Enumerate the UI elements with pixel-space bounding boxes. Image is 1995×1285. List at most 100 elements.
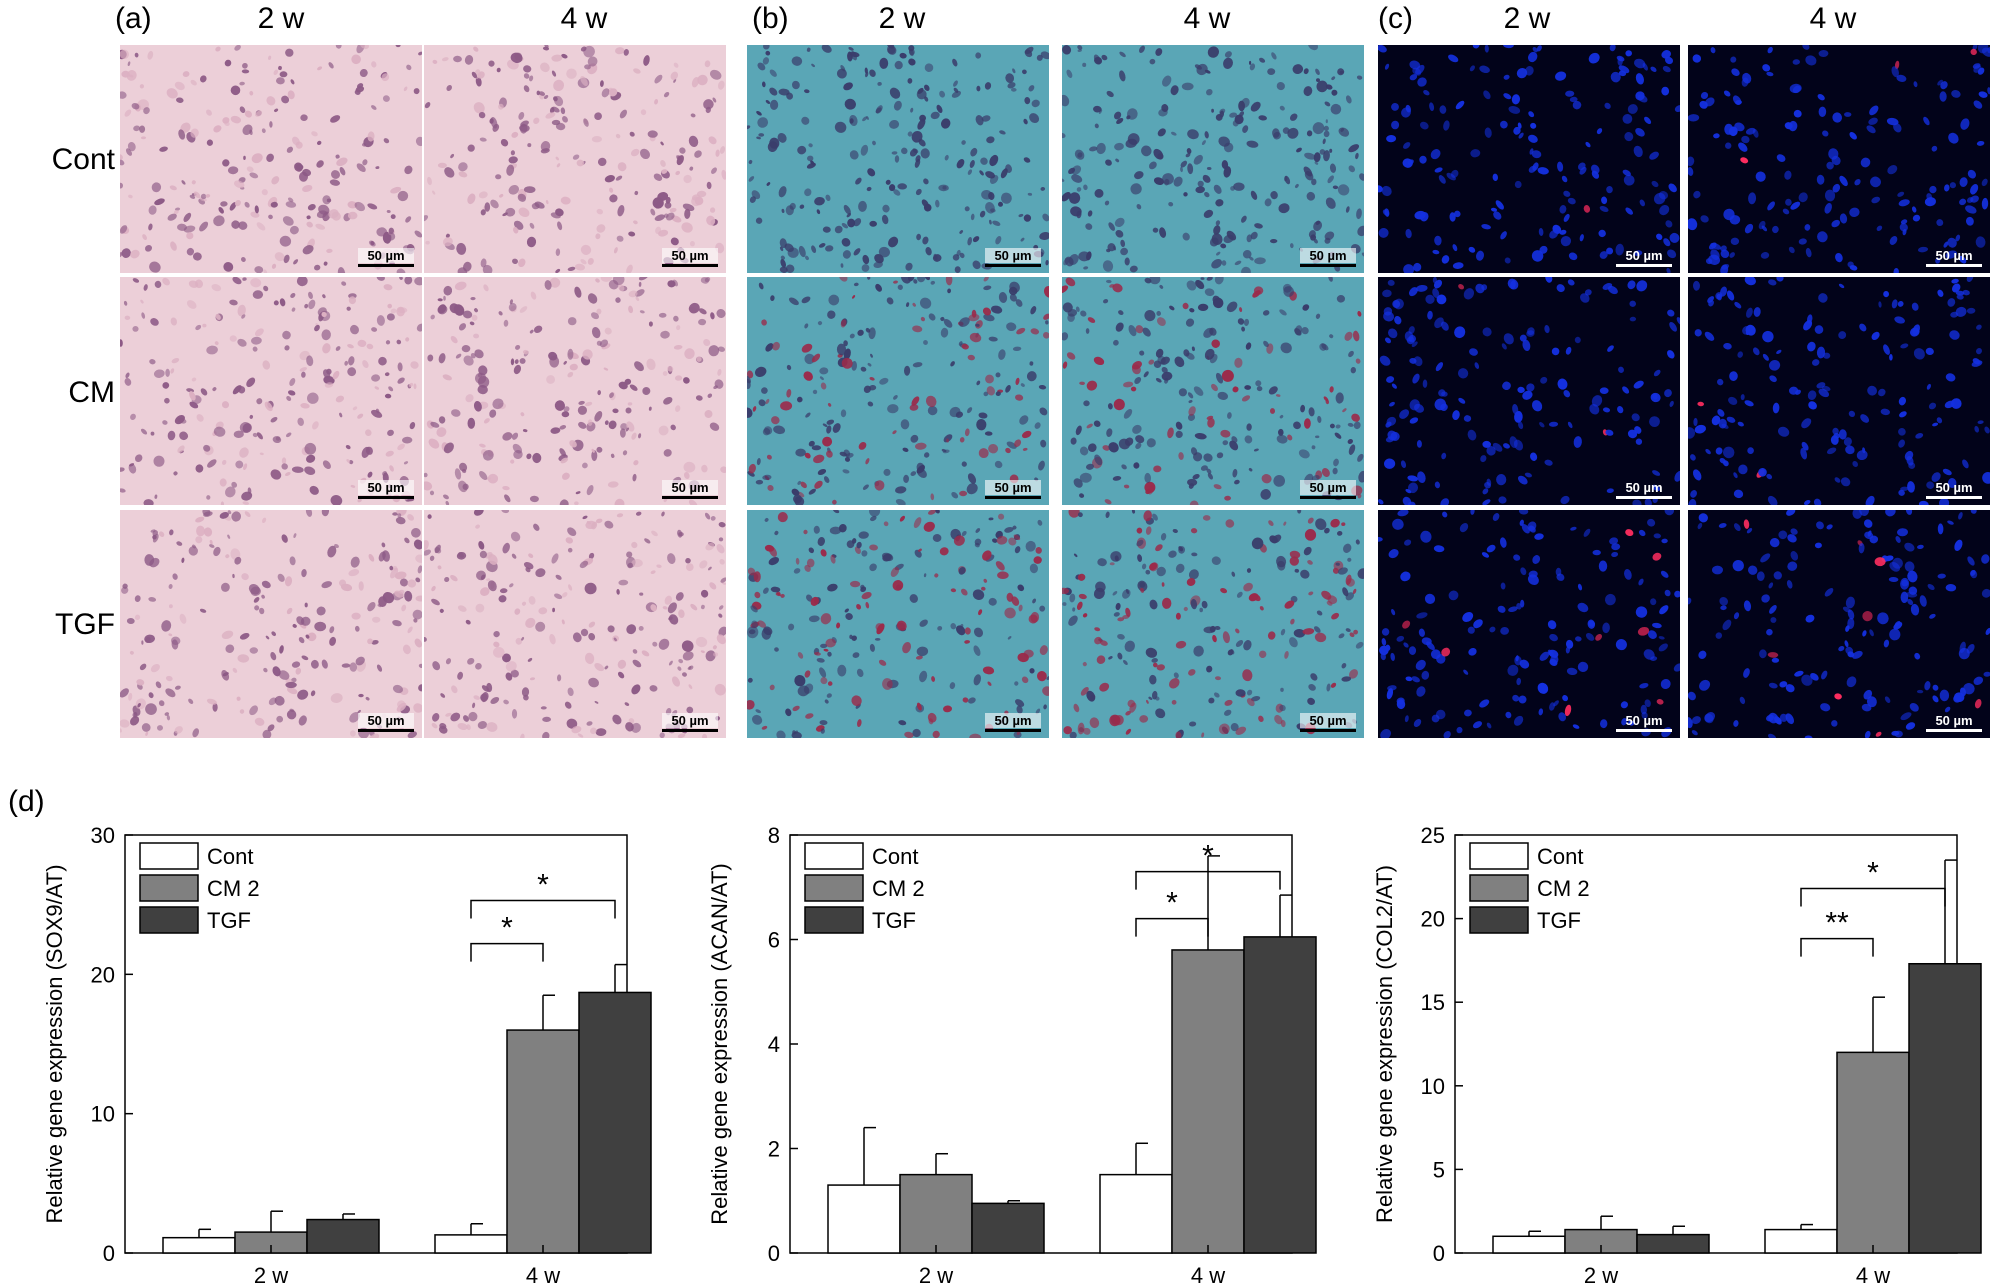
y-tick-label: 15 xyxy=(1421,990,1445,1015)
bar-cont-4w xyxy=(434,1234,508,1254)
scale-bar: 50 µm xyxy=(1616,713,1672,732)
scale-bar: 50 µm xyxy=(358,713,414,732)
legend-swatch xyxy=(1469,874,1529,902)
y-tick-label: 20 xyxy=(1421,907,1445,932)
x-tick-label: 4 w xyxy=(1191,1263,1225,1285)
row-label-cm: CM xyxy=(68,376,115,409)
bar-cont-4w xyxy=(1764,1228,1838,1254)
micrograph-b-tgf-2w: 50 µm xyxy=(747,510,1049,738)
significance-label: * xyxy=(1202,840,1214,873)
legend-swatch xyxy=(139,842,199,870)
row-label-cont: Cont xyxy=(51,143,115,176)
bar-tgf-4w xyxy=(1243,936,1317,1254)
legend-label: Cont xyxy=(207,844,253,869)
bar-cm2-2w xyxy=(899,1173,973,1254)
micrograph-a-tgf-2w: 50 µm xyxy=(120,510,422,738)
sox9-bar-chart: 0 10 20 30 Relative gene expression (SOX9/AT… xyxy=(42,823,652,1285)
legend-label: CM 2 xyxy=(872,876,925,901)
scale-bar-label: 50 µm xyxy=(985,248,1041,263)
scale-bar-label: 50 µm xyxy=(1625,480,1663,495)
bar-tgf-2w xyxy=(1636,1233,1710,1254)
scale-bar: 50 µm xyxy=(985,480,1041,499)
bar-tgf-2w xyxy=(306,1218,380,1254)
y-tick-label: 0 xyxy=(1433,1241,1445,1266)
scale-bar-label: 50 µm xyxy=(1935,248,1973,263)
scale-bar-label: 50 µm xyxy=(1300,480,1356,495)
micrograph-c-cm-4w: 50 µm xyxy=(1688,277,1990,505)
panel-label-b: (b) xyxy=(752,2,789,35)
bar-tgf-4w xyxy=(578,991,652,1254)
micrograph-c-tgf-4w: 50 µm xyxy=(1688,510,1990,738)
scale-bar-label: 50 µm xyxy=(662,480,718,495)
significance-bracket xyxy=(1135,917,1209,937)
scale-bar-label: 50 µm xyxy=(985,713,1041,728)
micrograph-b-cm-2w: 50 µm xyxy=(747,277,1049,505)
bar-cont-2w xyxy=(1492,1235,1566,1254)
scale-bar-label: 50 µm xyxy=(358,480,414,495)
scale-bar-label: 50 µm xyxy=(1935,480,1973,495)
micrograph-b-cont-4w: 50 µm xyxy=(1062,45,1364,273)
y-tick-label: 0 xyxy=(768,1241,780,1266)
scale-bar-label: 50 µm xyxy=(985,480,1041,495)
legend-label: TGF xyxy=(1537,908,1581,933)
y-tick-label: 30 xyxy=(91,823,115,848)
scale-bar: 50 µm xyxy=(1300,248,1356,267)
scale-bar: 50 µm xyxy=(1926,248,1982,267)
legend-label: CM 2 xyxy=(207,876,260,901)
scale-bar-label: 50 µm xyxy=(662,713,718,728)
y-tick-label: 10 xyxy=(91,1102,115,1127)
scale-bar-label: 50 µm xyxy=(1300,713,1356,728)
x-tick-label: 2 w xyxy=(919,1263,953,1285)
x-tick-label: 2 w xyxy=(1584,1263,1618,1285)
panel-label-a: (a) xyxy=(115,2,152,35)
y-tick-label: 4 xyxy=(768,1032,780,1057)
significance-label: * xyxy=(1166,887,1178,920)
significance-label: * xyxy=(1867,857,1879,890)
y-axis-label: Relative gene expression (COL2/AT) xyxy=(1372,865,1397,1223)
y-tick-label: 0 xyxy=(103,1241,115,1266)
legend-swatch xyxy=(139,874,199,902)
significance-bracket xyxy=(1800,887,1946,907)
y-tick-label: 2 xyxy=(768,1137,780,1162)
row-label-tgf: TGF xyxy=(55,608,115,641)
legend-label: CM 2 xyxy=(1537,876,1590,901)
col-label-c-4w: 4 w xyxy=(1809,2,1857,35)
col-label-b-2w: 2 w xyxy=(878,2,926,35)
col-label-c-2w: 2 w xyxy=(1503,2,1551,35)
bar-cm2-4w xyxy=(506,1029,580,1254)
x-tick-label: 2 w xyxy=(254,1263,288,1285)
legend-swatch xyxy=(1469,906,1529,934)
micrograph-b-cont-2w: 50 µm xyxy=(747,45,1049,273)
col-label-a-2w: 2 w xyxy=(257,2,305,35)
bar-cm2-4w xyxy=(1836,1051,1910,1254)
col-label-a-4w: 4 w xyxy=(560,2,608,35)
scale-bar: 50 µm xyxy=(1616,248,1672,267)
scale-bar: 50 µm xyxy=(1926,713,1982,732)
scale-bar: 50 µm xyxy=(662,480,718,499)
bar-cm2-4w xyxy=(1171,949,1245,1254)
bar-cont-2w xyxy=(162,1236,236,1254)
legend-label: Cont xyxy=(872,844,918,869)
scale-bar: 50 µm xyxy=(1616,480,1672,499)
scale-bar: 50 µm xyxy=(1300,713,1356,732)
scale-bar: 50 µm xyxy=(1300,480,1356,499)
significance-bracket xyxy=(1800,937,1874,957)
y-tick-label: 25 xyxy=(1421,823,1445,848)
micrograph-c-cont-4w: 50 µm xyxy=(1688,45,1990,273)
x-tick-label: 4 w xyxy=(526,1263,560,1285)
micrograph-a-cm-2w: 50 µm xyxy=(120,277,422,505)
y-tick-label: 8 xyxy=(768,823,780,848)
y-tick-label: 5 xyxy=(1433,1157,1445,1182)
scale-bar: 50 µm xyxy=(358,480,414,499)
scale-bar-label: 50 µm xyxy=(1625,248,1663,263)
scale-bar: 50 µm xyxy=(662,248,718,267)
significance-bracket xyxy=(470,899,616,919)
scale-bar: 50 µm xyxy=(985,248,1041,267)
legend-label: TGF xyxy=(872,908,916,933)
micrograph-b-tgf-4w: 50 µm xyxy=(1062,510,1364,738)
bar-tgf-2w xyxy=(971,1202,1045,1254)
col-label-b-4w: 4 w xyxy=(1183,2,1231,35)
micrograph-c-tgf-2w: 50 µm xyxy=(1378,510,1680,738)
scale-bar: 50 µm xyxy=(1926,480,1982,499)
micrograph-a-cont-4w: 50 µm xyxy=(424,45,726,273)
